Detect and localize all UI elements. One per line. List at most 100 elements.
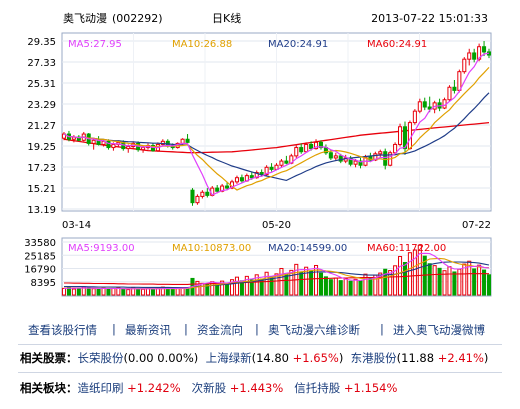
candle-body: [358, 160, 363, 166]
volume-bar: [106, 288, 111, 296]
link-quote[interactable]: 查看该股行情: [28, 323, 97, 337]
candle-body: [279, 160, 284, 166]
volume-bar: [353, 278, 358, 296]
volume-bar: [368, 277, 373, 296]
link-weibo[interactable]: 进入奥飞动漫微博: [393, 323, 485, 337]
volume-bar: [378, 272, 383, 296]
link-news[interactable]: 最新资讯: [125, 323, 171, 337]
volume-bar: [116, 287, 121, 296]
candle-body: [402, 126, 408, 150]
volume-bar: [61, 287, 67, 296]
candle-body: [141, 147, 146, 151]
volume-bar: [323, 276, 328, 296]
volume-bar: [467, 260, 472, 296]
candle-body: [412, 110, 417, 124]
volume-legend-item: MA10:10873.00: [172, 243, 251, 254]
candle-body: [304, 143, 309, 153]
volume-bar: [155, 287, 160, 296]
volume-bar: [457, 268, 462, 296]
chart-datetime: 2013-07-22 15:01:33: [371, 12, 488, 25]
volume-ma-legend: MA5:9193.00 MA10:10873.00 MA20:14599.00 MA6…: [68, 243, 446, 254]
divider: [18, 372, 502, 373]
volume-bar: [452, 271, 457, 296]
candle-body: [472, 52, 477, 60]
volume-bar: [309, 270, 314, 296]
candle-body: [185, 138, 190, 143]
volume-bar: [427, 263, 432, 296]
price-tick-label: 15.21: [27, 184, 56, 195]
sector-name[interactable]: 次新股: [191, 381, 227, 395]
related-stock-name[interactable]: 东港股份: [350, 351, 397, 365]
vma5-line: [63, 252, 490, 290]
related-stock-change: +1.65%: [292, 351, 339, 365]
volume-bar: [482, 269, 487, 296]
price-y-axis: 29.35 27.33 25.31 23.29 21.27 19.25 17.23 15.21…: [27, 37, 56, 216]
volume-bar: [299, 271, 304, 296]
candle-body: [467, 52, 472, 60]
volume-bar: [76, 287, 81, 296]
volume-bar: [412, 249, 417, 296]
volume-bar: [432, 265, 437, 296]
volume-bar: [447, 266, 452, 296]
volume-bar: [314, 264, 319, 296]
volume-bar: [398, 255, 403, 296]
price-tick-label: 29.35: [27, 37, 56, 48]
volume-bar: [121, 288, 126, 296]
candle-body: [180, 138, 185, 144]
date-axis: 03-14 05-20 07-22: [62, 220, 491, 231]
volume-bar: [417, 244, 422, 296]
volume-bar: [284, 274, 289, 296]
candle-body: [299, 147, 304, 153]
candle-body: [111, 143, 116, 149]
candle-body: [398, 126, 403, 145]
price-tick-label: 25.31: [27, 79, 56, 90]
link-fund-flow[interactable]: 资金流向: [197, 323, 243, 337]
price-tick-label: 23.29: [27, 100, 56, 111]
volume-y-axis: 33580 25185 16790 8395: [24, 238, 56, 289]
volume-bar: [333, 277, 338, 296]
ma5-price-line: [63, 52, 490, 196]
candle-body: [378, 151, 383, 155]
kline-chart: 奥飞动漫 (002292) 日K线 2013-07-22 15:01:33 29…: [24, 11, 492, 297]
volume-bar: [363, 273, 368, 296]
divider: [18, 344, 502, 345]
link-diagnosis[interactable]: 奥飞动漫六维诊断: [268, 323, 360, 337]
volume-bar: [388, 270, 393, 296]
sector-name[interactable]: 信托持股: [294, 381, 341, 395]
candle-body: [284, 160, 289, 164]
ma60-line: [63, 121, 490, 154]
volume-bar: [383, 268, 388, 296]
candle-body: [393, 143, 398, 154]
sector-name[interactable]: 造纸印刷: [77, 381, 124, 395]
volume-bar: [229, 279, 235, 296]
ma20-price-line: [63, 92, 490, 182]
related-stock-name[interactable]: 上海绿新: [205, 351, 252, 365]
related-stock-name[interactable]: 长荣股份: [77, 351, 124, 365]
volume-bar: [472, 268, 477, 296]
volume-legend-item: MA20:14599.00: [268, 243, 347, 254]
related-stock-change: +2.41%: [437, 351, 484, 365]
volume-bar: [249, 279, 254, 296]
related-stocks-title: 相关股票：: [20, 351, 78, 365]
volume-bar: [126, 289, 131, 296]
volume-bar: [66, 286, 71, 296]
candle-body: [254, 172, 259, 179]
volume-bar: [279, 267, 284, 296]
volume-bar: [289, 269, 294, 296]
vma60-line: [64, 273, 489, 285]
volume-legend-item: MA60:11722.00: [367, 243, 446, 254]
price-ma-lines: [63, 52, 490, 196]
paren: ): [338, 351, 344, 365]
candle-body: [200, 191, 205, 197]
price-tick-label: 19.25: [27, 142, 56, 153]
price-ma-legend: MA5:27.95 MA10:26.88 MA20:24.91 MA60:24.91: [68, 39, 427, 50]
volume-ma-lines: [63, 252, 490, 290]
candle-body: [126, 146, 131, 150]
candle-body: [338, 155, 343, 162]
link-separator: |: [184, 322, 188, 336]
candle-body: [383, 151, 388, 166]
volume-tick-label: 16790: [24, 265, 56, 276]
related-sectors-title: 相关板块：: [20, 381, 78, 395]
related-stocks-row: 相关股票：长荣股份(0.00 0.00%) 上海绿新(14.80 +1.65%)…: [20, 350, 488, 370]
volume-bar: [220, 280, 225, 296]
